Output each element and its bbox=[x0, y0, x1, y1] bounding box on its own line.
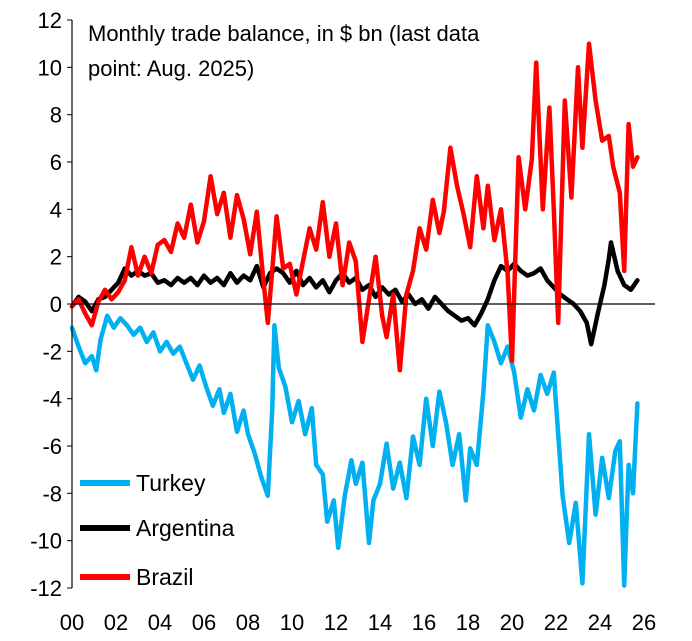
x-tick-label: 26 bbox=[632, 610, 656, 635]
y-tick-label: -10 bbox=[30, 529, 62, 554]
y-tick-label: 2 bbox=[50, 245, 62, 270]
series-line-turkey bbox=[69, 313, 640, 588]
x-tick-label: 20 bbox=[500, 610, 524, 635]
y-tick-label: -6 bbox=[42, 434, 62, 459]
y-tick-label: 4 bbox=[50, 197, 62, 222]
y-tick-label: 12 bbox=[38, 8, 62, 33]
legend-label-argentina: Argentina bbox=[136, 515, 235, 541]
x-tick-label: 12 bbox=[324, 610, 348, 635]
x-tick-label: 02 bbox=[104, 610, 128, 635]
x-tick-label: 10 bbox=[280, 610, 304, 635]
y-tick-label: -4 bbox=[42, 387, 62, 412]
y-tick-labels: 12 10 8 6 4 2 0 -2 -4 -6 -8 -10 -12 bbox=[30, 8, 72, 601]
y-tick-label: -2 bbox=[42, 339, 62, 364]
chart-title-line-1: Monthly trade balance, in $ bn (last dat… bbox=[88, 21, 480, 46]
x-tick-label: 18 bbox=[456, 610, 480, 635]
legend-label-brazil: Brazil bbox=[136, 564, 194, 590]
chart-title: Monthly trade balance, in $ bn (last dat… bbox=[88, 21, 480, 81]
x-tick-label: 14 bbox=[368, 610, 392, 635]
x-tick-label: 00 bbox=[60, 610, 84, 635]
y-tick-label: -8 bbox=[42, 481, 62, 506]
x-tick-labels: 00 02 04 06 08 10 12 14 16 18 20 22 24 26 bbox=[60, 610, 656, 635]
x-tick-label: 24 bbox=[588, 610, 612, 635]
series-layer bbox=[69, 41, 640, 588]
x-tick-label: 22 bbox=[544, 610, 568, 635]
chart-title-line-2: point: Aug. 2025) bbox=[88, 56, 254, 81]
legend: Turkey Argentina Brazil bbox=[80, 470, 235, 590]
y-tick-label: 8 bbox=[50, 103, 62, 128]
x-tick-label: 16 bbox=[412, 610, 436, 635]
y-tick-label: 10 bbox=[38, 55, 62, 80]
legend-label-turkey: Turkey bbox=[136, 470, 206, 496]
y-tick-label: -12 bbox=[30, 576, 62, 601]
x-tick-label: 04 bbox=[148, 610, 172, 635]
x-tick-label: 06 bbox=[192, 610, 216, 635]
y-tick-label: 6 bbox=[50, 150, 62, 175]
x-tick-label: 08 bbox=[236, 610, 260, 635]
series-line-brazil bbox=[69, 41, 640, 373]
y-tick-label: 0 bbox=[50, 292, 62, 317]
